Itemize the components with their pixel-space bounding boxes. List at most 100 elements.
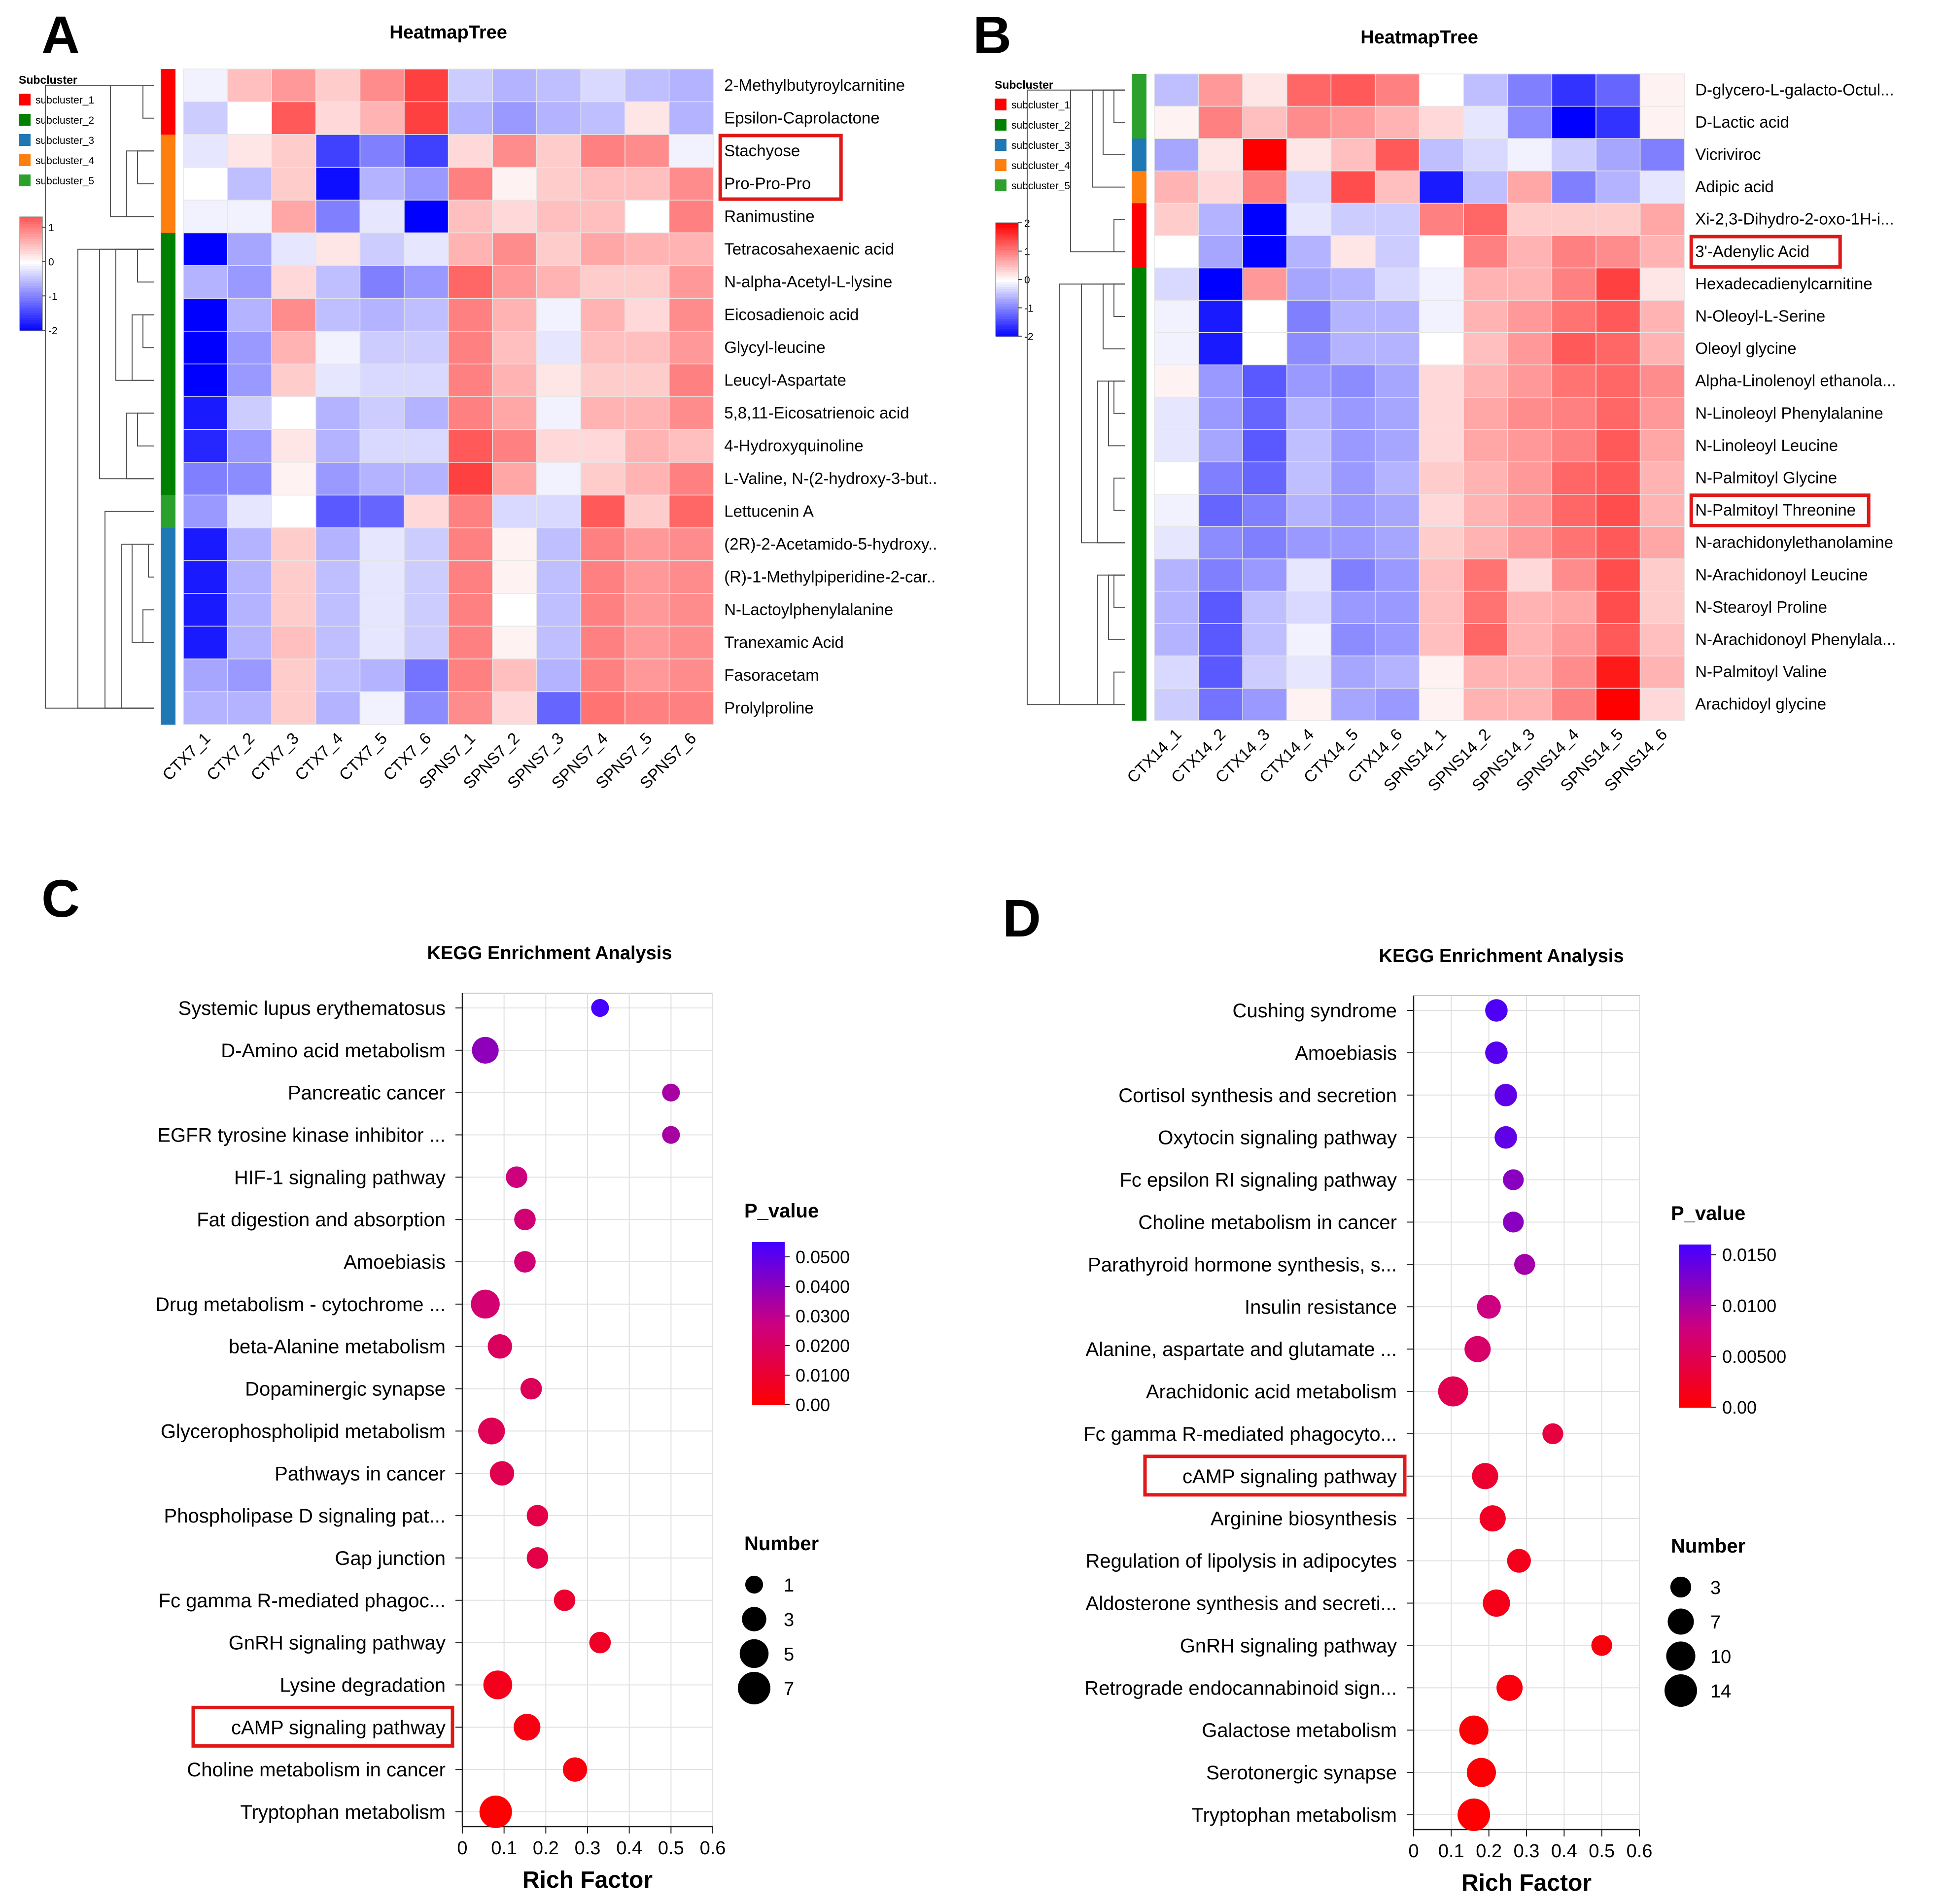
size-legend-label: 10 — [1710, 1647, 1731, 1667]
heatmap-cell — [536, 691, 582, 725]
dendrogram-branch — [1113, 381, 1125, 414]
heatmap-cell — [1242, 300, 1287, 333]
x-tick-label: 0.1 — [491, 1838, 517, 1859]
heatmap-cell — [668, 298, 714, 332]
colorbar-tick-label: 0.0400 — [796, 1277, 850, 1297]
heatmap-cell — [1286, 300, 1332, 333]
enrichment-point — [1503, 1169, 1524, 1190]
enrichment-point — [589, 1631, 611, 1654]
heatmap-cell — [1154, 623, 1199, 657]
heatmap-cell — [448, 167, 493, 201]
heatmap-cell — [1507, 73, 1553, 107]
heatmap-cell — [404, 363, 449, 397]
colorbar-segment — [20, 276, 42, 279]
heatmap-cell — [448, 265, 493, 299]
dendrogram-branch — [1113, 219, 1125, 252]
colorbar-tick-label: 0 — [48, 257, 54, 268]
heatmap-cell — [1330, 105, 1376, 139]
heatmap-cell — [668, 134, 714, 168]
heatmap-cell — [183, 331, 228, 365]
colorbar-segment — [752, 1369, 785, 1373]
colorbar-segment — [1679, 1383, 1711, 1386]
heatmap-cell — [668, 593, 714, 627]
heatmap-cell — [668, 494, 714, 528]
heatmap-cell — [580, 658, 625, 692]
colorbar-segment — [1679, 1301, 1711, 1305]
cluster-strip — [161, 233, 175, 266]
heatmap-cell — [580, 527, 625, 561]
colorbar-segment — [1679, 1280, 1711, 1283]
heatmap-cell — [271, 560, 316, 594]
pathway-label: Arachidonic acid metabolism — [1146, 1381, 1397, 1403]
colorbar-segment — [996, 272, 1018, 275]
heatmap-cell — [359, 462, 405, 496]
colorbar-segment — [20, 251, 42, 254]
enrichment-point — [1438, 1376, 1468, 1407]
pathway-label: Lysine degradation — [279, 1674, 446, 1696]
heatmap-cell — [404, 232, 449, 266]
heatmap-cell — [1463, 105, 1508, 139]
heatmap-cell — [1463, 235, 1508, 269]
heatmap-cell — [1242, 461, 1287, 495]
heatmap-cell — [315, 658, 361, 692]
heatmap-cell — [227, 462, 272, 496]
heatmap-cell — [1375, 688, 1420, 721]
heatmap-cell — [271, 494, 316, 528]
column-label: CTX7_3 — [247, 729, 302, 784]
colorbar-segment — [1679, 1304, 1711, 1308]
heatmap-cell — [1551, 461, 1596, 495]
heatmap-cell — [625, 167, 670, 201]
heatmap-cell — [1419, 397, 1464, 430]
heatmap-cell — [1507, 461, 1553, 495]
heatmap-cell — [1154, 397, 1199, 430]
heatmap-cell — [536, 593, 582, 627]
cluster-strip — [161, 659, 175, 692]
colorbar-segment — [996, 287, 1018, 290]
colorbar-segment — [1679, 1323, 1711, 1326]
heatmap-cell — [1507, 558, 1553, 592]
colorbar-segment — [20, 219, 42, 222]
colorbar-segment — [1679, 1255, 1711, 1259]
heatmap-cell — [625, 265, 670, 299]
colorbar-segment — [752, 1337, 785, 1340]
heatmap-cell — [271, 101, 316, 135]
size-legend-label: 3 — [784, 1610, 794, 1630]
heatmap-cell — [1242, 494, 1287, 527]
colorbar-segment — [1679, 1393, 1711, 1397]
cluster-strip — [1132, 494, 1146, 527]
heatmap-cell — [359, 265, 405, 299]
heatmap-cell — [1639, 397, 1685, 430]
heatmap-cell — [404, 429, 449, 463]
heatmap-cell — [1639, 138, 1685, 172]
cluster-strip — [1132, 203, 1146, 236]
colorbar-segment — [752, 1345, 785, 1349]
colorbar-segment — [996, 223, 1018, 226]
heatmap-cell — [1551, 171, 1596, 204]
colorbar-tick-label: 0.0100 — [796, 1365, 850, 1385]
heatmap-cell — [1286, 558, 1332, 592]
heatmap-cell — [1242, 267, 1287, 301]
heatmap-cell — [492, 101, 537, 135]
colorbar-segment — [1679, 1266, 1711, 1270]
colorbar-segment — [20, 246, 42, 249]
subcluster-swatch — [19, 114, 31, 126]
row-label: (R)-1-Methylpiperidine-2-car.. — [724, 567, 936, 586]
size-legend-dot — [1666, 1641, 1696, 1671]
pathway-label: EGFR tyrosine kinase inhibitor ... — [157, 1125, 446, 1146]
subcluster-swatch — [995, 119, 1006, 131]
row-label: Stachyose — [724, 141, 800, 160]
heatmap-cell — [1242, 203, 1287, 236]
subcluster-swatch — [19, 134, 31, 146]
heatmap-cell — [1286, 590, 1332, 624]
colorbar-segment — [996, 250, 1018, 253]
colorbar-segment — [1679, 1396, 1711, 1400]
heatmap-cell — [1596, 203, 1641, 236]
heatmap-cell — [580, 167, 625, 201]
heatmap-cell — [1242, 332, 1287, 366]
enrichment-point — [554, 1589, 576, 1611]
colorbar-segment — [752, 1331, 785, 1335]
heatmap-cell — [227, 363, 272, 397]
heatmap-cell — [227, 396, 272, 430]
heatmap-cell — [668, 625, 714, 659]
heatmap-cell — [1463, 688, 1508, 721]
